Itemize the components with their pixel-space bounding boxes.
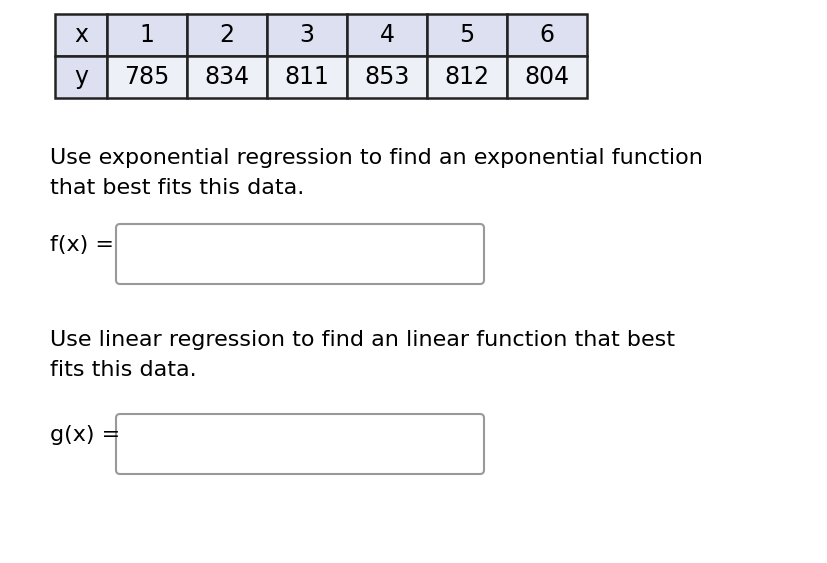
Bar bbox=[266, 14, 347, 56]
Text: 2: 2 bbox=[219, 23, 234, 47]
Bar bbox=[55, 14, 107, 56]
Text: 785: 785 bbox=[124, 65, 170, 89]
Text: 804: 804 bbox=[523, 65, 569, 89]
Text: 3: 3 bbox=[299, 23, 314, 47]
Text: fits this data.: fits this data. bbox=[50, 360, 196, 380]
FancyBboxPatch shape bbox=[116, 224, 484, 284]
Text: Use exponential regression to find an exponential function: Use exponential regression to find an ex… bbox=[50, 148, 702, 168]
Text: 834: 834 bbox=[204, 65, 249, 89]
Text: g(x) =: g(x) = bbox=[50, 425, 120, 445]
Bar bbox=[506, 14, 586, 56]
Text: 4: 4 bbox=[379, 23, 394, 47]
Text: 5: 5 bbox=[459, 23, 474, 47]
Bar bbox=[187, 14, 266, 56]
Bar bbox=[347, 56, 427, 98]
Bar bbox=[427, 14, 506, 56]
Text: 812: 812 bbox=[444, 65, 489, 89]
Text: y: y bbox=[74, 65, 88, 89]
Bar bbox=[107, 14, 187, 56]
Text: 6: 6 bbox=[539, 23, 554, 47]
FancyBboxPatch shape bbox=[116, 414, 484, 474]
Bar bbox=[347, 14, 427, 56]
Bar bbox=[266, 56, 347, 98]
Bar bbox=[107, 56, 187, 98]
Text: that best fits this data.: that best fits this data. bbox=[50, 178, 304, 198]
Text: Use linear regression to find an linear function that best: Use linear regression to find an linear … bbox=[50, 330, 674, 350]
Bar bbox=[506, 56, 586, 98]
Text: 811: 811 bbox=[284, 65, 329, 89]
Bar bbox=[187, 56, 266, 98]
Bar bbox=[427, 56, 506, 98]
Bar bbox=[55, 56, 107, 98]
Text: f(x) =: f(x) = bbox=[50, 235, 114, 255]
Text: x: x bbox=[74, 23, 88, 47]
Text: 853: 853 bbox=[364, 65, 409, 89]
Text: 1: 1 bbox=[140, 23, 155, 47]
